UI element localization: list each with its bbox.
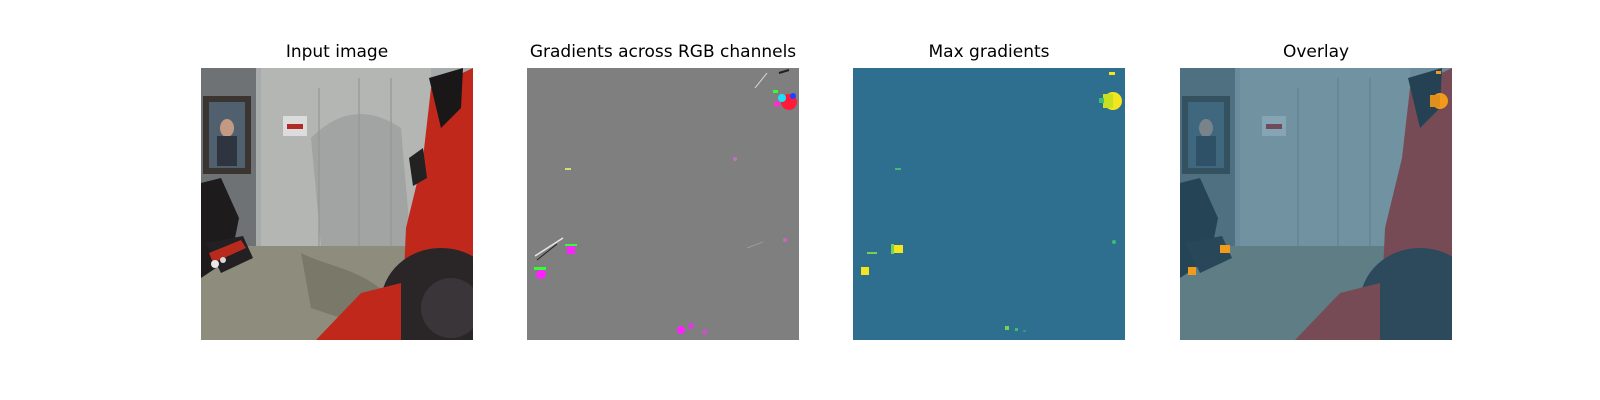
overlay-image	[1180, 68, 1452, 340]
panel-title: Input image	[285, 42, 389, 62]
rgb-gradient-map	[527, 68, 799, 340]
panel-title: Gradients across RGB channels	[529, 42, 797, 62]
input-image	[201, 68, 473, 340]
panel-title: Overlay	[1282, 42, 1350, 62]
max-gradient-map	[853, 68, 1125, 340]
panel-title: Max gradients	[928, 42, 1050, 62]
